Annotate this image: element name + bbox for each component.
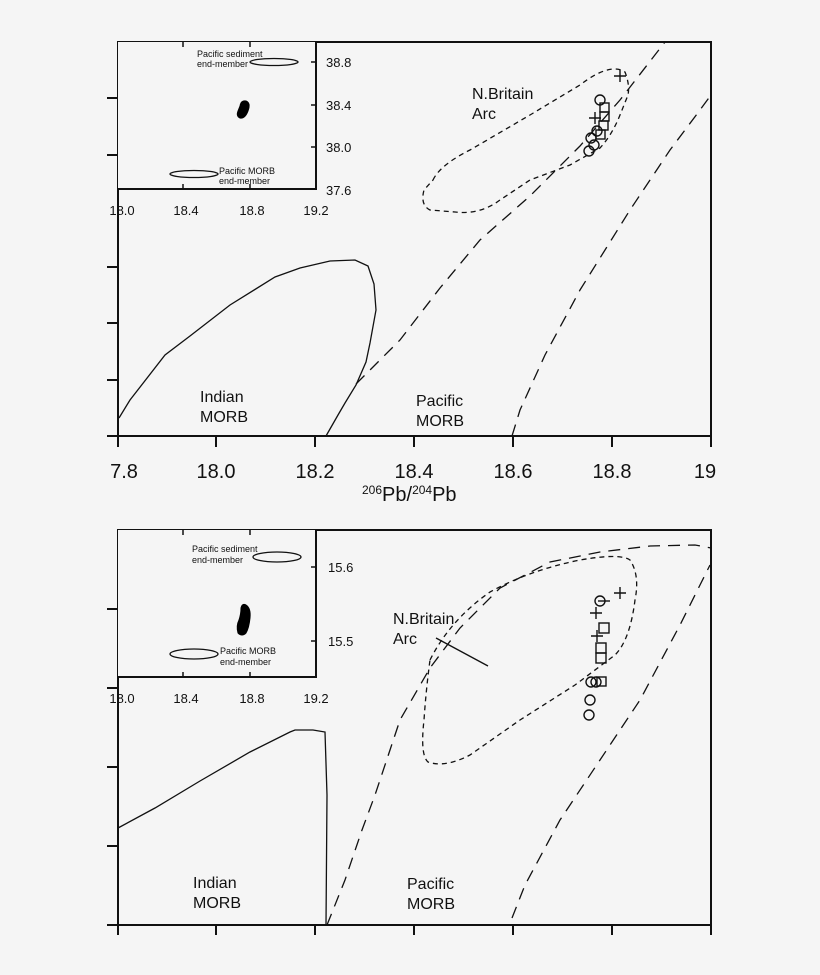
sediment-end-member-ellipse <box>249 57 299 67</box>
svg-text:Pacific sediment: Pacific sediment <box>192 544 258 554</box>
svg-text:Pacific MORB: Pacific MORB <box>219 166 275 176</box>
top-labels: N.Britain Arc Indian MORB Pacific MORB 7… <box>109 49 716 506</box>
indian-morb-label: Indian <box>193 875 237 892</box>
svg-text:38.0: 38.0 <box>326 140 351 155</box>
svg-text:15.5: 15.5 <box>328 634 353 649</box>
indian-morb-label-2: MORB <box>200 409 248 426</box>
svg-text:18.8: 18.8 <box>239 691 264 706</box>
x-axis-title: 206Pb/204Pb <box>362 483 457 506</box>
svg-text:Pacific sediment: Pacific sediment <box>197 49 263 59</box>
svg-text:19.2: 19.2 <box>303 203 328 218</box>
svg-text:18.4: 18.4 <box>173 691 198 706</box>
svg-text:18.8: 18.8 <box>593 461 632 483</box>
svg-text:38.4: 38.4 <box>326 98 351 113</box>
nbritain-arc-field <box>422 68 630 214</box>
svg-text:Pacific MORB: Pacific MORB <box>220 646 276 656</box>
data-circle <box>583 145 595 157</box>
nbritain-arc-field <box>422 555 638 765</box>
data-circle <box>591 125 603 137</box>
data-plus <box>614 70 626 82</box>
nbritain-label: N.Britain <box>472 86 533 103</box>
svg-text:end-member: end-member <box>192 555 243 565</box>
data-square <box>598 622 610 634</box>
svg-text:37.6: 37.6 <box>326 183 351 198</box>
data-circle <box>585 676 597 688</box>
top-inset <box>118 42 317 190</box>
pacific-morb-upper-boundary <box>326 544 712 926</box>
morb-end-member-ellipse <box>169 648 219 660</box>
svg-text:15.6: 15.6 <box>328 560 353 575</box>
bottom-inset <box>118 530 317 678</box>
svg-text:7.8: 7.8 <box>110 461 138 483</box>
inset-data-cluster <box>236 100 250 119</box>
top-inset-text: Pacific sediment end-member Pacific MORB… <box>109 49 351 218</box>
svg-text:18.0: 18.0 <box>109 691 134 706</box>
pacific-morb-upper-boundary <box>355 41 666 385</box>
data-square <box>595 129 606 140</box>
data-circle <box>590 676 602 688</box>
svg-text:end-member: end-member <box>219 176 270 186</box>
nbritain-label: N.Britain <box>393 611 454 628</box>
svg-text:end-member: end-member <box>197 59 248 69</box>
data-square <box>596 676 607 687</box>
data-plus <box>591 630 603 642</box>
svg-text:18.4: 18.4 <box>395 461 434 483</box>
data-plus <box>614 587 626 599</box>
indian-morb-label: Indian <box>200 389 244 406</box>
pacific-morb-label-2: MORB <box>407 896 455 913</box>
data-plus <box>589 112 601 124</box>
svg-text:18.0: 18.0 <box>197 461 236 483</box>
top-x-tick-labels: 7.8 18.0 18.2 18.4 18.6 18.8 19 <box>110 461 716 483</box>
morb-end-member-ellipse <box>169 169 219 179</box>
pacific-morb-label: Pacific <box>407 876 454 893</box>
svg-text:19: 19 <box>694 461 716 483</box>
bottom-labels: N.Britain Arc Indian MORB Pacific MORB P… <box>109 544 455 913</box>
pacific-morb-label-2: MORB <box>416 413 464 430</box>
nbritain-label-2: Arc <box>472 106 496 123</box>
svg-text:18.4: 18.4 <box>173 203 198 218</box>
data-square <box>595 652 607 664</box>
bottom-y-ticks <box>107 608 118 926</box>
pacific-morb-label: Pacific <box>416 393 463 410</box>
data-circle <box>584 694 596 706</box>
data-plus <box>590 607 602 619</box>
bottom-data-points <box>583 587 626 721</box>
top-data-points <box>583 70 626 157</box>
indian-morb-field <box>118 259 377 437</box>
svg-text:38.8: 38.8 <box>326 55 351 70</box>
top-y-ticks <box>107 97 118 437</box>
bottom-inset-text: Pacific sediment end-member Pacific MORB… <box>109 544 353 706</box>
data-circle <box>583 709 595 721</box>
top-panel <box>107 41 712 447</box>
top-x-ticks <box>117 436 712 447</box>
sediment-end-member-ellipse <box>252 551 302 563</box>
inset-data-cluster <box>236 603 251 636</box>
svg-text:end-member: end-member <box>220 657 271 667</box>
svg-text:18.8: 18.8 <box>239 203 264 218</box>
indian-morb-field <box>117 729 328 926</box>
pacific-morb-lower-boundary <box>511 94 712 437</box>
nbritain-label-2: Arc <box>393 631 417 648</box>
indian-morb-label-2: MORB <box>193 895 241 912</box>
data-square <box>595 642 607 654</box>
svg-text:18.6: 18.6 <box>494 461 533 483</box>
svg-text:19.2: 19.2 <box>303 691 328 706</box>
nbritain-pointer-line <box>435 637 489 667</box>
pacific-morb-lower-boundary <box>511 564 711 919</box>
svg-text:18.2: 18.2 <box>296 461 335 483</box>
bottom-panel <box>107 529 712 935</box>
svg-text:18.0: 18.0 <box>109 203 134 218</box>
bottom-x-ticks <box>117 925 712 935</box>
data-square <box>598 120 609 131</box>
